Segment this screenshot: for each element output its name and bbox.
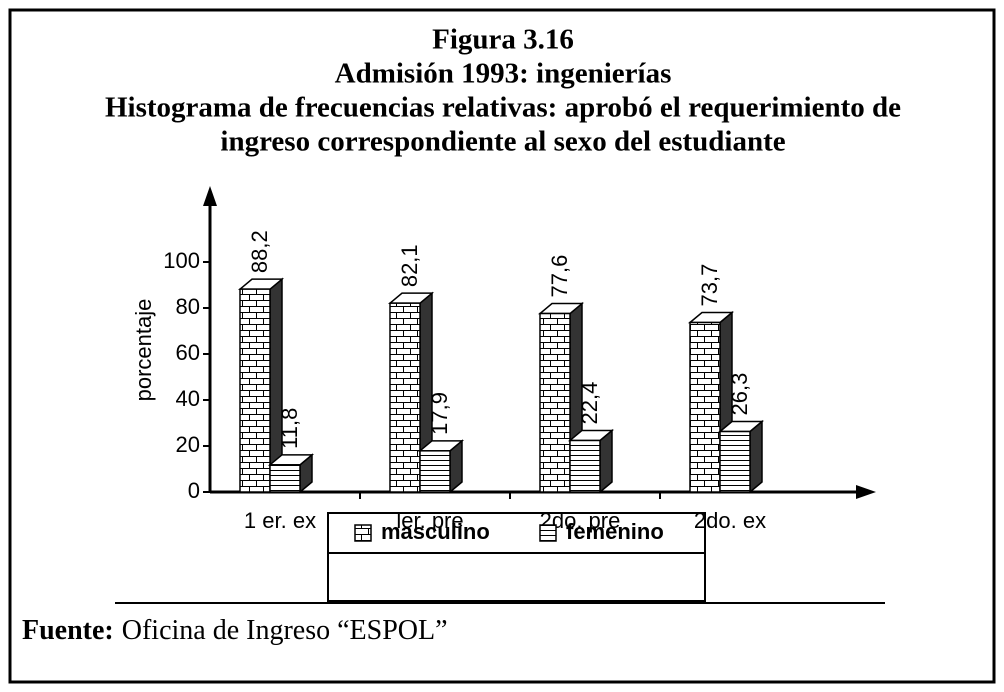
legend-box-lower	[327, 552, 706, 602]
chart-subtitle: ingreso correspondiente al sexo del estu…	[220, 126, 785, 158]
legend-label: femenino	[566, 519, 664, 544]
data-label: 11,8	[277, 408, 302, 449]
source-text: Fuente: Oficina de Ingreso “ESPOL”	[22, 615, 448, 646]
legend-swatch	[539, 524, 557, 542]
x-tick-label: ler. pre	[396, 508, 463, 533]
x-tick-label: 2do. ex	[694, 508, 766, 533]
data-label: 26,3	[727, 373, 752, 416]
bar	[419, 450, 451, 493]
y-tick-label: 0	[188, 478, 200, 503]
source-label: Fuente:	[22, 615, 114, 646]
bar-side	[749, 419, 763, 494]
y-tick-label: 20	[176, 432, 200, 457]
x-axis-arrow	[856, 485, 876, 499]
chart-title: Figura 3.16	[432, 24, 574, 56]
legend-swatch	[354, 524, 372, 542]
y-axis-label: porcentaje	[131, 299, 156, 402]
chart-subtitle: Histograma de frecuencias relativas: apr…	[105, 92, 901, 124]
y-tick-label: 60	[176, 340, 200, 365]
y-tick-label: 100	[163, 248, 200, 273]
data-label: 77,6	[547, 255, 572, 298]
bar	[719, 430, 751, 493]
y-axis-arrow	[203, 186, 217, 206]
data-label: 82,1	[397, 244, 422, 287]
bar	[389, 302, 421, 493]
data-label: 22,4	[577, 382, 602, 425]
frame	[8, 8, 996, 684]
data-label: 88,2	[247, 230, 272, 273]
y-tick-label: 80	[176, 294, 200, 319]
bar	[539, 312, 571, 493]
data-label: 73,7	[697, 264, 722, 307]
data-label: 17,9	[427, 392, 452, 435]
bar	[269, 464, 301, 493]
bar	[239, 288, 271, 493]
legend-label: masculino	[381, 519, 490, 544]
bar	[689, 321, 721, 493]
source: Oficina de Ingreso “ESPOL”	[122, 615, 448, 646]
chart-subtitle: Admisión 1993: ingenierías	[335, 58, 672, 90]
x-tick-label: 1 er. ex	[244, 508, 316, 533]
y-tick-label: 40	[176, 386, 200, 411]
bar	[569, 439, 601, 493]
